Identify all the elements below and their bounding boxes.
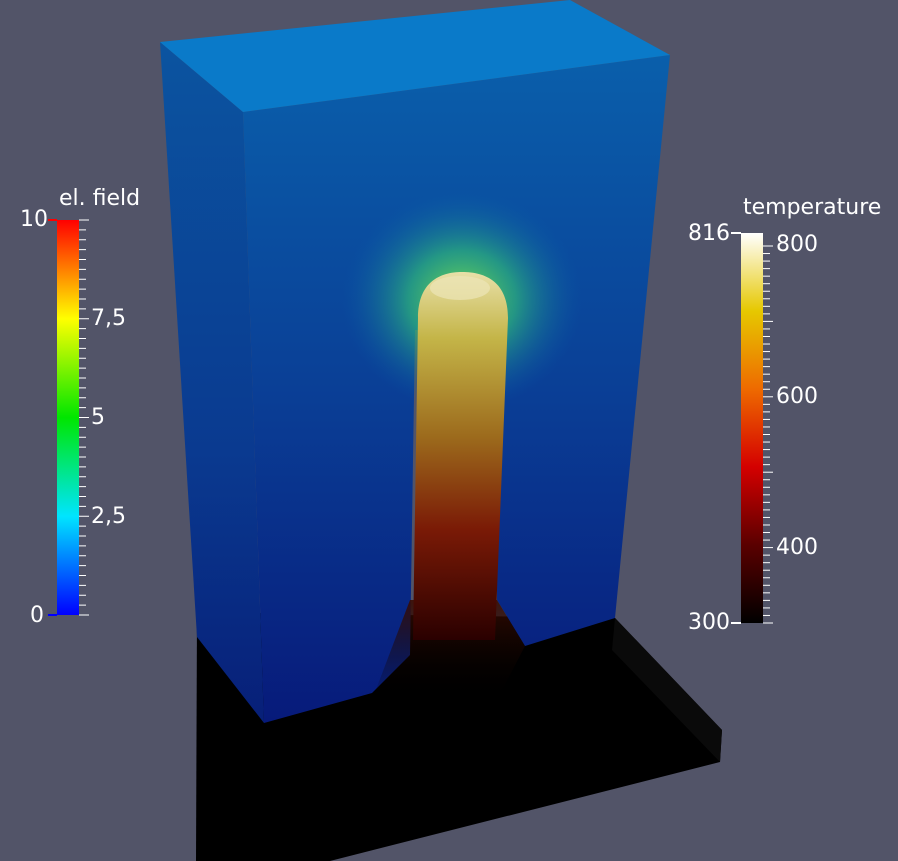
box-front-face (243, 55, 670, 723)
box-left-side (160, 42, 264, 723)
el-field-tick-label: 7,5 (91, 306, 126, 331)
el-field-legend-title: el. field (59, 186, 141, 211)
temperature-max-label: 816 (688, 221, 730, 246)
el-field-colorbar (48, 219, 89, 616)
el-field-tick-label: 0 (30, 603, 44, 628)
temperature-colorbar (731, 232, 773, 624)
el-field-tick-label: 5 (91, 405, 105, 430)
temperature-legend-title: temperature (743, 195, 882, 220)
el-field-tick-label: 2,5 (91, 504, 126, 529)
box-top-face (160, 0, 670, 112)
temperature-tick-label: 400 (776, 535, 818, 560)
temperature-tick-label: 600 (776, 384, 818, 409)
temperature-tick-label: 800 (776, 232, 818, 257)
emitter-tip (413, 272, 508, 640)
el-field-color-scale (57, 220, 79, 615)
temperature-min-label: 300 (688, 610, 730, 635)
temperature-color-scale (741, 233, 763, 623)
emitter-tip-highlight (430, 276, 490, 300)
el-field-tick-label: 10 (20, 207, 48, 232)
